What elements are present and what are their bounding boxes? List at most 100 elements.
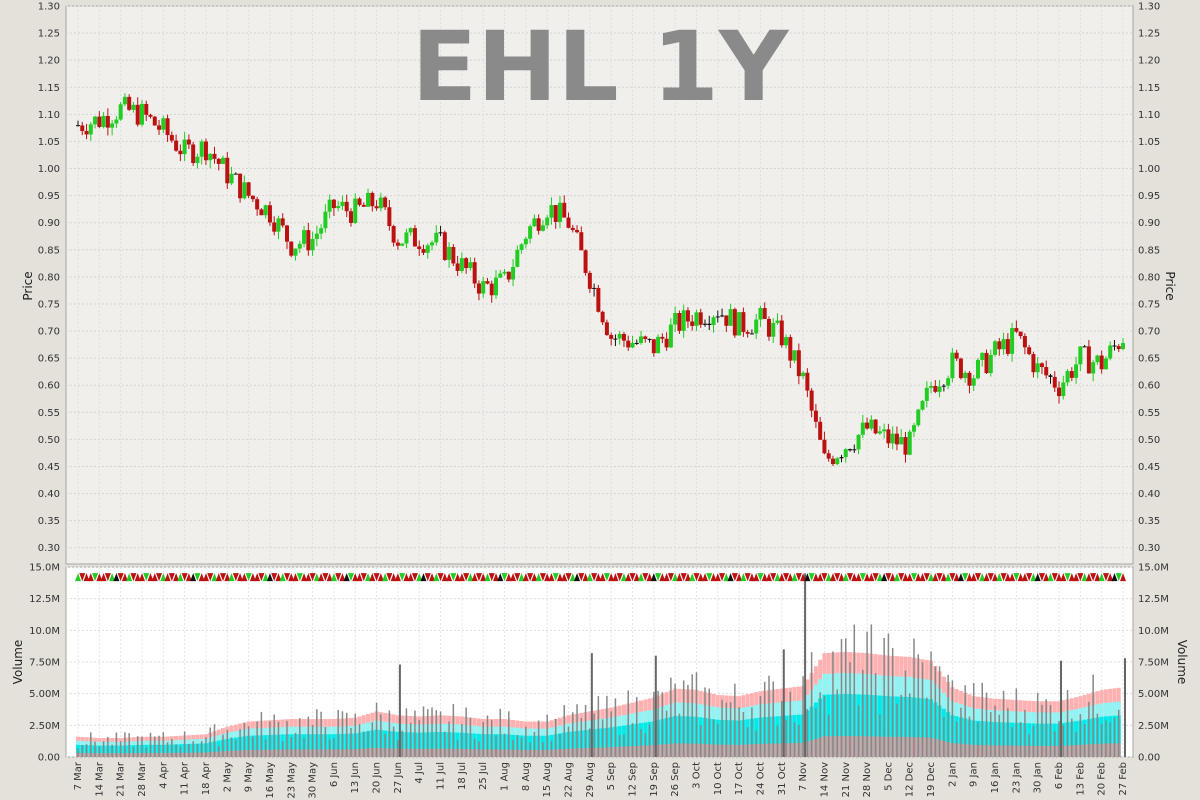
volume-bar: [273, 714, 275, 757]
volume-signal-marker: [1081, 573, 1088, 582]
candle-body: [562, 202, 567, 218]
candle-body: [511, 266, 516, 280]
volume-signal-marker: [876, 573, 883, 582]
candle-body: [1074, 364, 1079, 378]
volume-tick-right: 5.00M: [1138, 689, 1169, 700]
candle-body: [323, 211, 328, 229]
volume-signal-marker: [143, 573, 150, 582]
candle-body: [152, 116, 157, 126]
volume-bar: [682, 680, 685, 757]
volume-signal-marker: [719, 573, 726, 582]
volume-bar: [1062, 725, 1065, 757]
date-tick-label: 15 Aug: [542, 762, 553, 797]
candle-body: [114, 119, 119, 124]
volume-signal-marker: [834, 573, 841, 582]
volume-signal-marker: [173, 573, 180, 582]
volume-bar: [431, 707, 433, 757]
candle-body: [174, 140, 179, 151]
volume-bar: [162, 732, 165, 757]
volume-bar: [427, 709, 429, 757]
volume-bar: [793, 722, 796, 757]
candle-body: [447, 246, 452, 260]
volume-bar: [529, 742, 531, 757]
volume-bar: [781, 700, 783, 757]
candle-body: [404, 232, 409, 244]
candle-body: [348, 211, 353, 223]
volume-bar: [384, 733, 386, 757]
volume-bar: [188, 743, 190, 757]
candle-body: [430, 242, 435, 246]
candle-body: [724, 315, 729, 326]
volume-signal-marker: [296, 573, 303, 582]
volume-signal-marker: [279, 573, 286, 582]
volume-signal-marker: [987, 573, 994, 582]
price-tick-left: 0.90: [38, 218, 60, 229]
candle-body: [93, 116, 98, 125]
candle-body: [536, 218, 541, 231]
volume-bar: [196, 744, 199, 757]
volume-signal-marker: [957, 573, 964, 582]
candle-body: [498, 273, 503, 278]
volume-signal-marker: [177, 573, 184, 582]
volume-bar: [290, 737, 293, 757]
candle-body: [766, 318, 771, 337]
volume-signal-marker: [740, 573, 747, 582]
volume-bar: [136, 736, 139, 757]
volume-signal-marker: [450, 573, 457, 582]
volume-bar: [687, 684, 689, 757]
candle-body: [122, 96, 127, 105]
volume-signal-marker: [612, 573, 619, 582]
volume-signal-marker: [693, 573, 700, 582]
date-tick-label: 22 Aug: [564, 762, 575, 797]
candle-body: [818, 421, 823, 440]
volume-signal-marker: [113, 573, 120, 582]
price-tick-left: 0.40: [38, 489, 60, 500]
chart-title: EHL 1Y: [412, 11, 790, 123]
volume-signal-marker: [655, 573, 662, 582]
candle-body: [707, 323, 712, 325]
candle-body: [135, 104, 140, 125]
volume-signal-marker: [625, 573, 632, 582]
volume-bar: [1079, 714, 1082, 757]
volume-signal-marker: [87, 573, 94, 582]
date-tick-label: 31 Oct: [777, 762, 788, 795]
candle-body: [80, 125, 85, 132]
candle-body: [656, 336, 661, 354]
volume-signal-marker: [1004, 573, 1011, 582]
volume-bar: [537, 720, 540, 757]
volume-bar: [955, 721, 958, 757]
volume-signal-marker: [629, 573, 636, 582]
volume-signal-marker: [224, 573, 231, 582]
volume-bar: [303, 737, 305, 757]
candle-body: [327, 199, 332, 212]
volume-bar: [896, 703, 898, 757]
volume-signal-marker: [198, 573, 205, 582]
date-tick-label: 9 May: [244, 762, 255, 792]
date-tick-label: 7 Mar: [73, 761, 84, 790]
volume-signal-marker: [544, 573, 551, 582]
candle-body: [907, 431, 912, 455]
volume-bar: [836, 689, 838, 757]
volume-signal-marker: [808, 573, 815, 582]
candle-body: [293, 248, 298, 256]
candle-body: [97, 116, 102, 127]
candle-body: [383, 197, 388, 208]
volume-signal-marker: [812, 573, 819, 582]
date-tick-label: 19 Dec: [926, 762, 937, 797]
candle-body: [233, 173, 238, 175]
candle-body: [737, 312, 742, 336]
volume-signal-marker: [301, 573, 308, 582]
candle-body: [975, 359, 980, 379]
candle-body: [1031, 354, 1036, 373]
volume-bar: [631, 723, 634, 757]
volume-bar: [439, 711, 442, 757]
volume-tick-left: 12.5M: [29, 594, 60, 605]
candle-body: [553, 205, 558, 222]
volume-bar: [141, 736, 143, 757]
volume-signal-marker: [1009, 573, 1016, 582]
candle-body: [246, 182, 251, 196]
volume-signal-marker: [156, 573, 163, 582]
volume-signal-marker: [633, 573, 640, 582]
volume-signal-marker: [962, 573, 969, 582]
volume-bar: [166, 742, 169, 757]
